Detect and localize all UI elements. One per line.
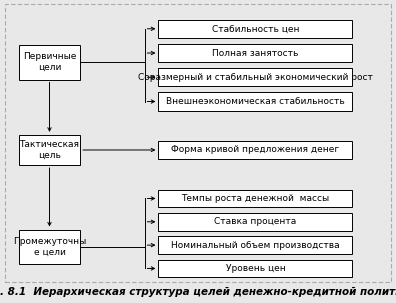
- Text: Полная занятость: Полная занятость: [212, 48, 299, 58]
- Bar: [158, 141, 352, 159]
- Bar: [158, 92, 352, 111]
- Bar: [158, 213, 352, 231]
- Text: Форма кривой предложения денег: Форма кривой предложения денег: [171, 145, 339, 155]
- Text: Рис. 8.1  Иерархическая структура целей денежно-кредитной политики: Рис. 8.1 Иерархическая структура целей д…: [0, 286, 396, 297]
- Bar: [158, 20, 352, 38]
- Text: Первичные
цели: Первичные цели: [23, 52, 76, 72]
- Bar: [19, 230, 80, 264]
- Text: Промежуточны
е цели: Промежуточны е цели: [13, 237, 86, 257]
- Bar: [19, 45, 80, 79]
- Text: Внешнеэкономическая стабильность: Внешнеэкономическая стабильность: [166, 97, 345, 106]
- Text: Номинальный объем производства: Номинальный объем производства: [171, 241, 340, 250]
- Text: Соразмерный и стабильный экономический рост: Соразмерный и стабильный экономический р…: [138, 73, 373, 82]
- Text: Темпы роста денежной  массы: Темпы роста денежной массы: [181, 194, 329, 203]
- Text: Тактическая
цель: Тактическая цель: [19, 140, 80, 160]
- Text: Уровень цен: Уровень цен: [226, 264, 285, 273]
- Bar: [158, 68, 352, 86]
- Bar: [19, 135, 80, 165]
- Bar: [158, 190, 352, 207]
- Text: Стабильность цен: Стабильность цен: [212, 24, 299, 33]
- Bar: [158, 236, 352, 254]
- Bar: [158, 44, 352, 62]
- Text: Ставка процента: Ставка процента: [214, 217, 297, 226]
- Bar: [158, 260, 352, 277]
